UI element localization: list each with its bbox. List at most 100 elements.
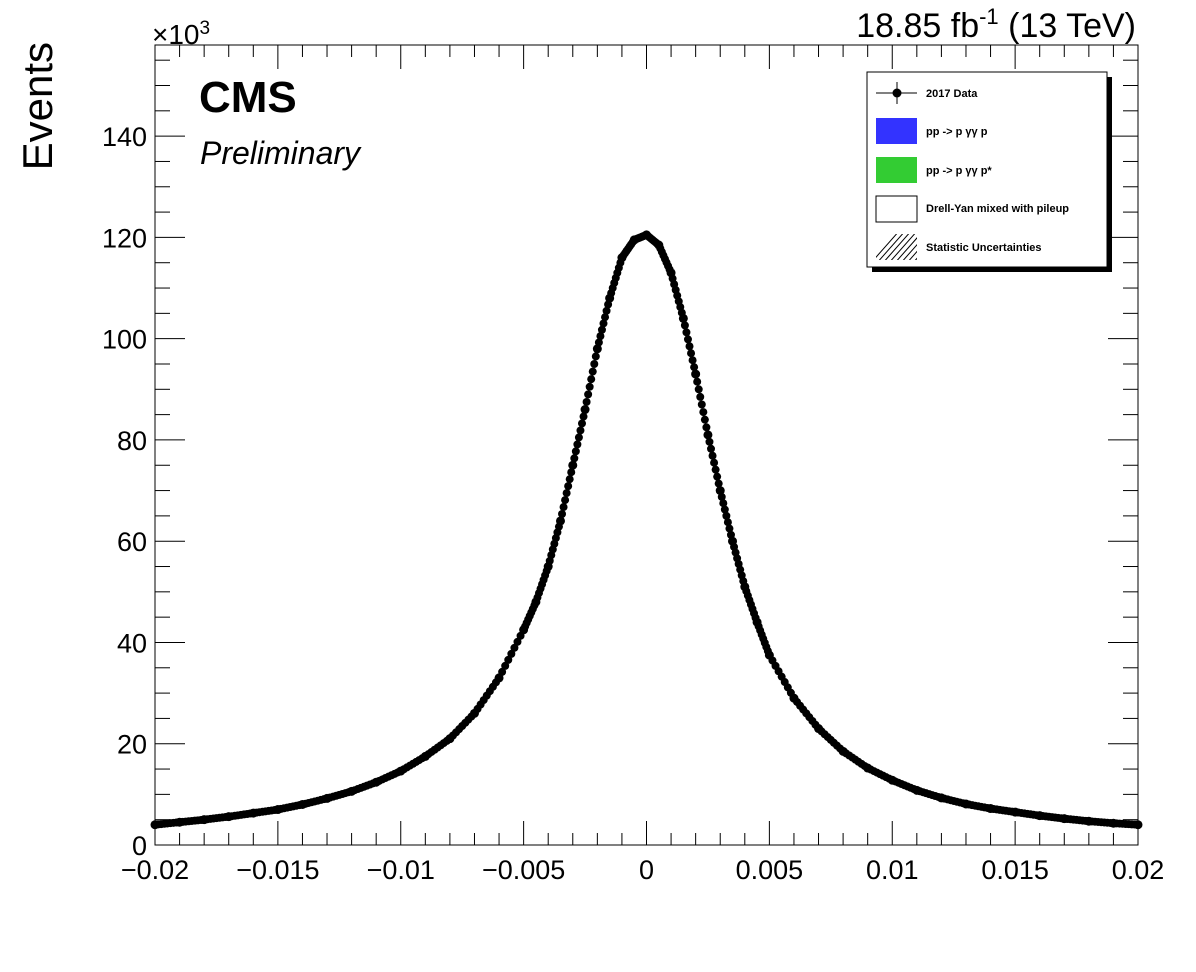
- data-point-interp: [585, 382, 594, 391]
- data-point-interp: [295, 801, 304, 810]
- data-point-interp: [685, 342, 694, 351]
- data-point-interp: [707, 444, 716, 453]
- experiment-label: CMS: [199, 73, 297, 122]
- data-point-interp: [682, 328, 691, 337]
- data-point-interp: [582, 397, 591, 406]
- data-point-interp: [579, 412, 588, 421]
- data-point-interp: [516, 631, 525, 640]
- data-point-interp: [616, 258, 625, 267]
- x-tick-label: −0.02: [121, 855, 189, 885]
- x-tick-label: 0.005: [736, 855, 804, 885]
- data-point-interp: [723, 518, 732, 527]
- data-point-interp: [530, 601, 539, 610]
- data-point-interp: [596, 332, 605, 341]
- x-tick-label: 0.02: [1112, 855, 1165, 885]
- data-point-interp: [418, 754, 427, 763]
- data-point-interp: [786, 688, 795, 697]
- data-point-interp: [573, 440, 582, 449]
- data-point-interp: [885, 774, 894, 783]
- data-point: [715, 486, 725, 496]
- data-point-interp: [697, 400, 706, 409]
- legend-swatch-empty: [875, 195, 918, 223]
- legend-label-inelastic: pp -> p γγ p*: [926, 165, 992, 177]
- data-point-interp: [197, 816, 206, 824]
- y-tick-label: 60: [117, 527, 147, 557]
- data-point-interp: [344, 788, 353, 797]
- data-point-interp: [172, 818, 181, 827]
- legend-label-uncertainty: Statistic Uncertainties: [926, 242, 1042, 254]
- data-point-interp: [559, 503, 568, 512]
- data-point-interp: [677, 308, 686, 317]
- data-point-interp: [221, 813, 230, 822]
- data-point-interp: [934, 792, 943, 801]
- data-point-interp: [714, 479, 723, 488]
- data-point-interp: [693, 377, 702, 386]
- data-point-interp: [836, 744, 845, 753]
- data-point-interp: [958, 799, 967, 808]
- x-tick-label: 0: [639, 855, 654, 885]
- data-point: [691, 369, 701, 379]
- data-point-interp: [717, 492, 726, 501]
- y-tick-label: 40: [117, 628, 147, 658]
- y-tick-label: 0: [132, 831, 147, 861]
- data-point-interp: [574, 433, 583, 442]
- data-point-interp: [591, 352, 600, 361]
- legend-swatch-blue: [876, 118, 917, 144]
- legend-entry-inelastic: pp -> p γγ p*: [876, 157, 992, 183]
- data-point-interp: [683, 335, 692, 344]
- data-point-interp: [1057, 814, 1066, 823]
- data-point-interp: [720, 505, 729, 514]
- legend-entry-elastic: pp -> p γγ p: [876, 118, 988, 144]
- y-axis-title: Events: [14, 42, 61, 170]
- data-point-interp: [561, 496, 570, 505]
- data-point-interp: [713, 472, 722, 481]
- data-point-interp: [700, 415, 709, 424]
- data-point-interp: [562, 489, 571, 498]
- data-point-interp: [576, 426, 585, 435]
- legend-swatch-green: [876, 157, 917, 183]
- legend-label-drellyan: Drell-Yan mixed with pileup: [926, 203, 1069, 215]
- y-exponent-label: ×103: [152, 18, 210, 50]
- data-point: [580, 405, 590, 415]
- data-point-interp: [467, 712, 476, 721]
- y-tick-labels: 0 20 40 60 80 100 120 140: [102, 122, 147, 861]
- data-point-interp: [983, 803, 992, 812]
- data-point-interp: [577, 419, 586, 428]
- data-point-interp: [1106, 818, 1115, 827]
- data-point-interp: [510, 643, 519, 652]
- data-point-interp: [680, 321, 689, 330]
- x-tick-label: −0.005: [482, 855, 565, 885]
- data-point-interp: [860, 761, 869, 770]
- data-point-interp: [688, 356, 697, 365]
- data-point-interp: [763, 647, 772, 656]
- data-point: [568, 460, 578, 470]
- y-tick-label: 80: [117, 426, 147, 456]
- data-point-interp: [739, 577, 748, 586]
- data-point-interp: [909, 785, 918, 794]
- x-tick-label: 0.01: [866, 855, 919, 885]
- data-point-interp: [699, 408, 708, 417]
- data-point-interp: [554, 522, 563, 531]
- data-point-interp: [558, 509, 567, 518]
- data-point-interp: [567, 468, 576, 477]
- luminosity-label: 18.85 fb-1 (13 TeV): [856, 4, 1136, 45]
- data-point-interp: [369, 779, 378, 788]
- data-point-interp: [751, 613, 760, 622]
- data-point-interp: [393, 768, 402, 777]
- x-tick-label: −0.015: [236, 855, 319, 885]
- legend-entry-uncertainty: Statistic Uncertainties: [876, 234, 1042, 260]
- legend: 2017 Data pp -> p γγ p pp -> p γγ p* Dre…: [866, 71, 1112, 272]
- data-point-interp: [599, 319, 608, 328]
- data-point-interp: [705, 437, 714, 446]
- plot-frame: [154, 44, 1139, 846]
- data-point-interp: [594, 338, 603, 347]
- data-point-interp: [587, 375, 596, 384]
- data-point-interp: [1008, 807, 1017, 816]
- y-tick-label: 140: [102, 122, 147, 152]
- data-point-interp: [690, 363, 699, 372]
- data-point-interp: [542, 566, 551, 575]
- data-point-interp: [491, 678, 500, 687]
- data-point-interp: [665, 265, 674, 274]
- data-point-interp: [694, 385, 703, 394]
